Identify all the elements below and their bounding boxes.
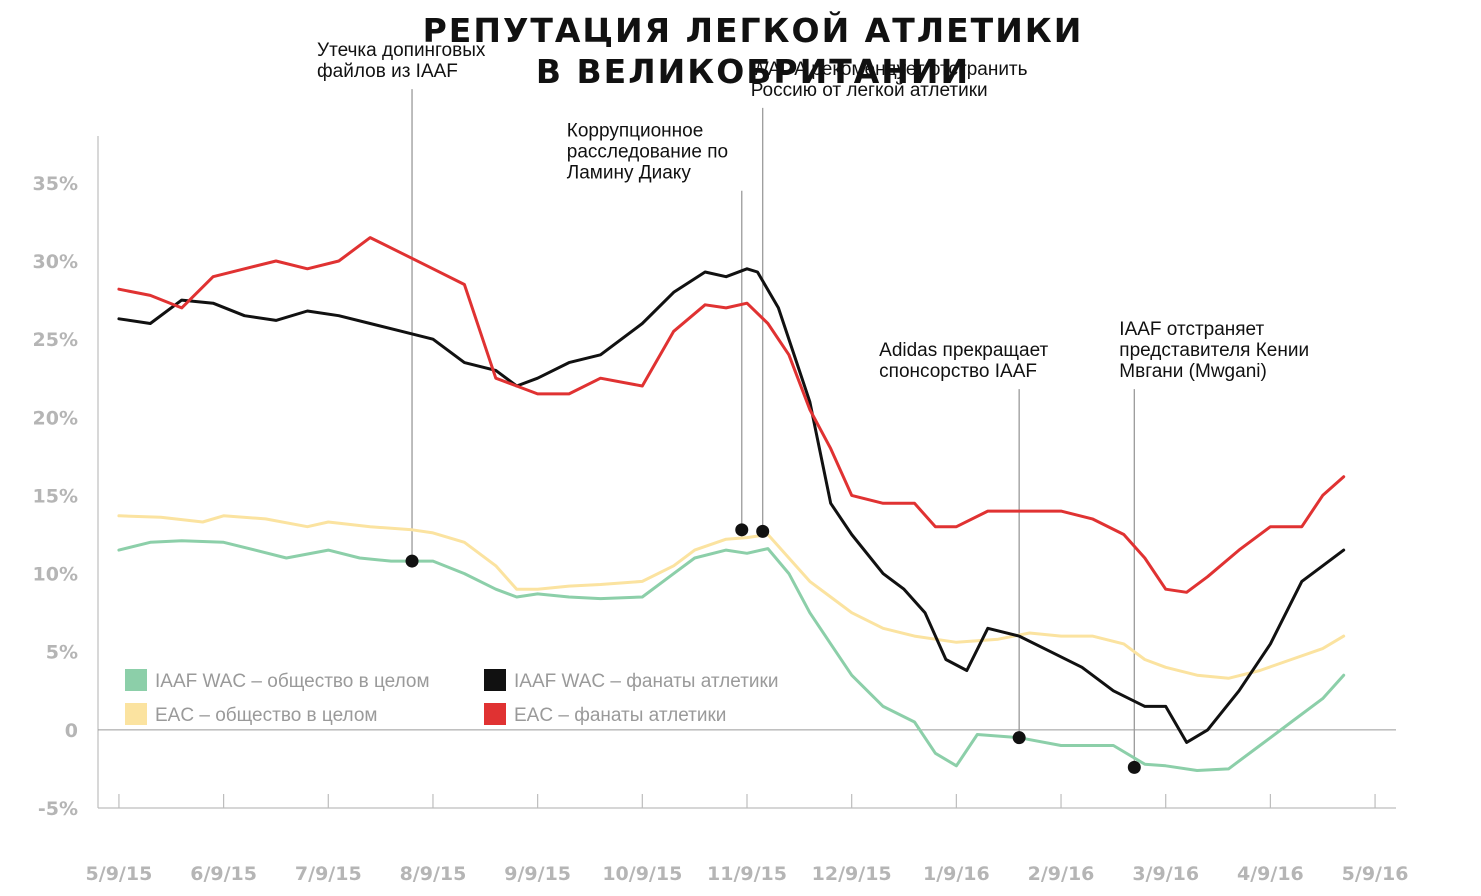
annotation-label: представителя Кении: [1119, 340, 1309, 361]
legend: IAAF WAC – общество в целом IAAF WAC – фа…: [125, 669, 778, 726]
y-tick-label: 10%: [33, 564, 78, 586]
chart-title-line-1: РЕПУТАЦИЯ ЛЕГКОЙ АТЛЕТИКИ: [423, 10, 1084, 50]
annotation-marker: [1012, 731, 1026, 745]
y-tick-label: 15%: [33, 485, 78, 507]
legend-label: IAAF WAC – общество в целом: [155, 671, 430, 692]
annotation-label: Ламину Диаку: [567, 163, 692, 184]
annotation-markers: [405, 523, 1141, 774]
y-tick-label: 30%: [33, 251, 78, 273]
x-tick-label: 5/9/15: [86, 863, 153, 885]
axes: 35% 30% 25% 20% 15% 10% 5% 0 -5% 5/9/15 6/9/15 7/9/…: [33, 136, 1409, 885]
series-line-2: [117, 267, 1346, 744]
x-tick-label: 6/9/15: [190, 863, 257, 885]
annotation-lines: [411, 89, 1135, 768]
y-tick-label: 5%: [46, 642, 78, 664]
legend-label: IAAF WAC – фанаты атлетики: [514, 671, 778, 692]
annotation-label: Adidas прекращает: [879, 340, 1048, 361]
x-tick-label: 3/9/16: [1132, 863, 1199, 885]
annotation-label: Коррупционное: [567, 121, 704, 142]
x-tick-label: 2/9/16: [1028, 863, 1095, 885]
x-tick-label: 7/9/15: [295, 863, 362, 885]
x-tick-label: 8/9/15: [400, 863, 467, 885]
annotation-label: IAAF отстраняет: [1119, 319, 1264, 340]
chart-title-line-2: В ВЕЛИКОБРИТАНИИ: [536, 52, 970, 91]
x-tick-label: 5/9/16: [1342, 863, 1409, 885]
x-tick-label: 12/9/15: [812, 863, 892, 885]
x-tick-label: 9/9/15: [504, 863, 571, 885]
series-line-0: [117, 539, 1346, 772]
y-tick-label: 25%: [33, 329, 78, 351]
legend-swatch: [125, 703, 147, 725]
annotation-marker: [1127, 760, 1141, 774]
annotation-label: спонсорство IAAF: [879, 361, 1037, 382]
legend-swatch: [484, 703, 506, 725]
legend-swatch: [125, 669, 147, 691]
annotation-label: Мвгани (Mwgani): [1119, 361, 1267, 382]
annotation-label: Утечка допинговых: [317, 40, 486, 61]
legend-label: EAC – общество в целом: [155, 705, 377, 726]
y-tick-label: 35%: [33, 173, 78, 195]
annotation-marker: [405, 554, 419, 568]
annotation-label: расследование по: [567, 142, 728, 163]
legend-label: EAC – фанаты атлетики: [514, 705, 726, 726]
annotation-label: файлов из IAAF: [317, 61, 458, 82]
series-line-3: [117, 236, 1346, 594]
x-tick-label: 4/9/16: [1237, 863, 1304, 885]
annotation-label: WADA рекомендует отстранить: [751, 59, 1028, 80]
annotation-marker: [735, 523, 749, 537]
legend-swatch: [484, 669, 506, 691]
y-tick-label: 0: [65, 720, 78, 742]
x-tick-label: 11/9/15: [707, 863, 787, 885]
x-tick-label: 1/9/16: [923, 863, 990, 885]
y-tick-label: 20%: [33, 407, 78, 429]
chart-title: РЕПУТАЦИЯ ЛЕГКОЙ АТЛЕТИКИ В ВЕЛИКОБРИТАН…: [423, 10, 1084, 91]
annotation-label: Россию от легкой атлетики: [751, 80, 988, 101]
x-tick-label: 10/9/15: [602, 863, 682, 885]
series-line-1: [117, 514, 1346, 680]
y-tick-label: -5%: [38, 798, 78, 820]
annotation-marker: [756, 524, 770, 538]
